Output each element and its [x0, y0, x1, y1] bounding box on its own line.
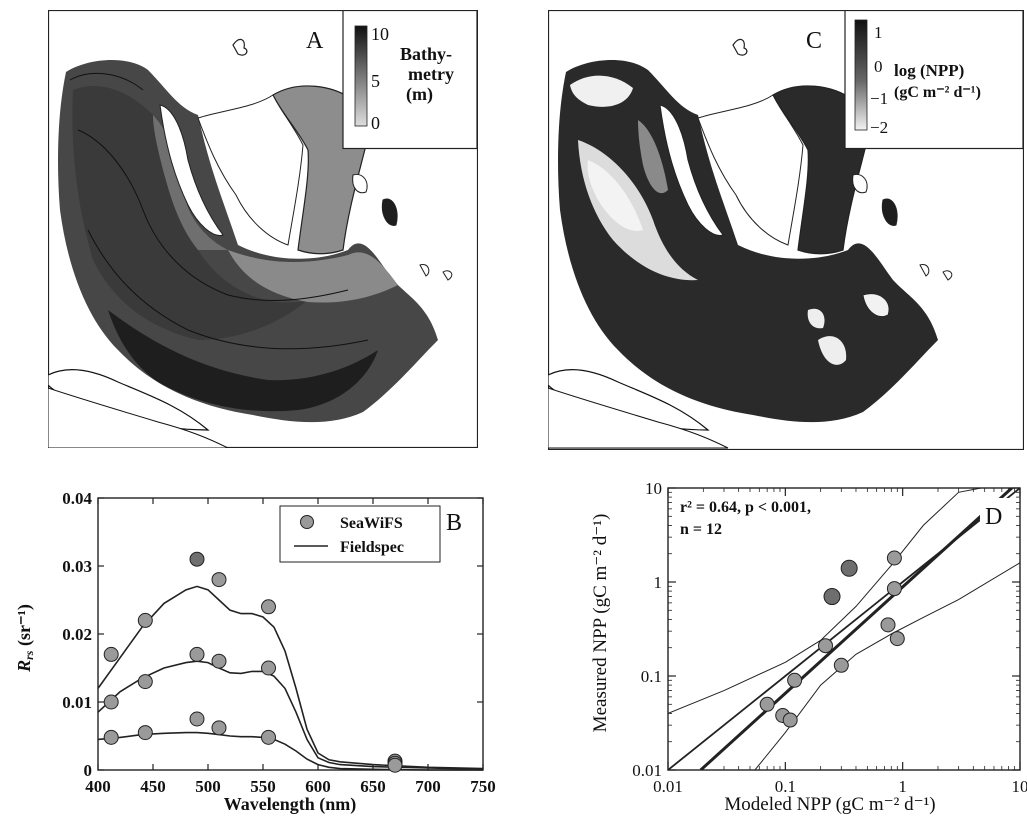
reflectance-x-axis-title: Wavelength (nm): [224, 794, 357, 815]
colorbar-tick-c-0: 1: [874, 23, 883, 42]
npp-map-image: [548, 38, 953, 449]
seawifs-point: [189, 711, 205, 727]
reflectance-y-tick-label: 0.02: [62, 625, 92, 644]
npp-x-tick-label: 10: [1012, 777, 1027, 796]
reflectance-x-tick-label: 600: [305, 777, 331, 796]
reflectance-y-tick-label: 0: [84, 761, 93, 780]
seawifs-point: [387, 757, 403, 773]
npp-line-upper-ci: [668, 488, 984, 714]
panel-letter-d-bg: [980, 498, 1016, 530]
fieldspec-curve-3: [97, 731, 483, 771]
colorbar-label-a-0: Bathy-: [400, 44, 452, 64]
colorbar-tick-a-2: 0: [371, 113, 380, 133]
reflectance-chart: 400 450 500 550 600 650 700 750 0 0.01 0.02 0.03 0.…: [14, 489, 496, 815]
npp-x-axis-title: Modeled NPP (gC m⁻² d⁻¹): [724, 794, 935, 815]
reflectance-x-tick-label: 400: [85, 777, 111, 796]
reflectance-x-tick-label: 500: [195, 777, 221, 796]
npp-stat-line-1: r² = 0.64, p < 0.001,: [680, 499, 811, 516]
seawifs-point: [103, 694, 119, 710]
npp-point-highlight: [823, 588, 841, 606]
fieldspec-curve-2: [97, 660, 484, 771]
colorbar-tick-c-3: −2: [870, 118, 888, 137]
seawifs-point: [261, 660, 276, 676]
npp-point: [759, 696, 775, 712]
reflectance-x-tick-label: 750: [470, 777, 496, 796]
seawifs-point: [103, 729, 119, 745]
reflectance-y-tick-label: 0.04: [62, 489, 92, 508]
seawifs-point: [261, 729, 276, 745]
reflectance-x-tick-label: 450: [140, 777, 166, 796]
seawifs-point: [137, 725, 153, 741]
legend-marker-seawifs: [300, 515, 314, 529]
colorbar-label-c-1: (gC m⁻² d⁻¹): [894, 84, 981, 101]
npp-stat-line-2: n = 12: [680, 521, 722, 538]
seawifs-point: [211, 572, 227, 588]
seawifs-point: [189, 551, 205, 567]
seawifs-point: [261, 599, 276, 615]
npp-point: [886, 581, 902, 597]
colorbar-bathymetry: [354, 25, 368, 127]
bathymetry-map-image: [48, 38, 453, 448]
panel-letter-d: D: [985, 504, 1002, 530]
reflectance-x-tick-label: 550: [250, 777, 276, 796]
npp-line-fit: [699, 488, 1015, 770]
colorbar-tick-a-0: 10: [371, 24, 389, 44]
npp-x-tick-label: 0.01: [653, 777, 683, 796]
npp-y-tick-label: 10: [645, 479, 662, 498]
legend-label-seawifs: SeaWiFS: [340, 515, 403, 532]
panel-letter-c: C: [806, 28, 822, 54]
npp-x-tick-label: 1: [898, 777, 907, 796]
npp-line-one-to-one: [668, 488, 1020, 770]
seawifs-point: [137, 674, 153, 690]
seawifs-point: [103, 646, 119, 662]
colorbar-label-c-0: log (NPP): [894, 61, 964, 80]
colorbar-label-a-1: metry: [408, 64, 454, 84]
map-bathymetry-panel: A 10 5 0 Bathy- metry (m): [48, 10, 478, 448]
panel-letter-b: B: [446, 510, 462, 536]
npp-point: [833, 657, 849, 673]
colorbar-npp: [854, 19, 868, 131]
npp-point-highlight: [840, 559, 858, 577]
reflectance-y-axis-title: Rrs (sr⁻¹): [14, 604, 36, 673]
npp-y-tick-label: 1: [654, 573, 663, 592]
fieldspec-curve-1: [97, 585, 484, 770]
npp-point: [818, 638, 834, 654]
npp-point: [880, 617, 896, 633]
panel-letter-a: A: [306, 28, 324, 54]
npp-validation-chart: 0.01 0.1 1 10 0.01 0.1 1 10 Modeled NPP (gC m⁻…: [590, 479, 1027, 815]
colorbar-tick-c-2: −1: [870, 89, 888, 108]
seawifs-point: [137, 612, 153, 628]
colorbar-label-a-2: (m): [406, 84, 433, 105]
reflectance-x-tick-label: 700: [415, 777, 441, 796]
npp-x-tick-label: 0.1: [775, 777, 796, 796]
seawifs-point: [189, 646, 205, 662]
npp-point: [889, 631, 905, 647]
reflectance-x-tick-label: 650: [360, 777, 386, 796]
colorbar-box-c: [844, 10, 1024, 150]
npp-y-axis-title: Measured NPP (gC m⁻² d⁻¹): [590, 514, 611, 733]
npp-point: [886, 550, 902, 566]
npp-plot-frame: [667, 487, 1021, 771]
colorbar-tick-c-1: 0: [874, 57, 883, 76]
reflectance-y-tick-label: 0.01: [62, 693, 92, 712]
npp-point: [782, 712, 798, 728]
npp-y-tick-label: 0.1: [641, 667, 662, 686]
seawifs-point: [211, 653, 227, 669]
legend-label-fieldspec: Fieldspec: [340, 539, 404, 556]
colorbar-tick-a-1: 5: [371, 71, 380, 91]
reflectance-y-tick-label: 0.03: [62, 557, 92, 576]
npp-y-tick-label: 0.01: [632, 761, 662, 780]
npp-point: [787, 672, 803, 688]
map-npp-panel: C 1 0 −1 −2 log (NPP) (gC m⁻² d⁻¹): [548, 10, 1024, 450]
reflectance-legend: SeaWiFS Fieldspec: [279, 505, 441, 563]
seawifs-point: [211, 720, 227, 736]
